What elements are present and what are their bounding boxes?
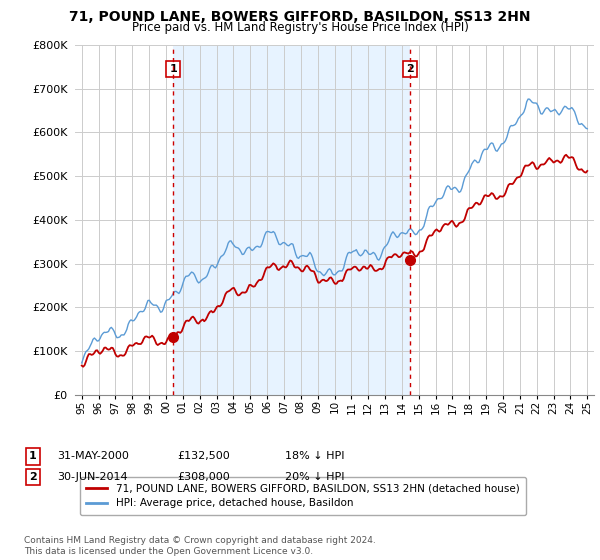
Text: 1: 1 [29, 451, 37, 461]
Text: 30-JUN-2014: 30-JUN-2014 [57, 472, 128, 482]
Bar [173, 45, 410, 395]
Text: Contains HM Land Registry data © Crown copyright and database right 2024.
This d: Contains HM Land Registry data © Crown c… [24, 536, 376, 556]
Text: £308,000: £308,000 [177, 472, 230, 482]
Text: 2: 2 [29, 472, 37, 482]
Legend: 71, POUND LANE, BOWERS GIFFORD, BASILDON, SS13 2HN (detached house), HPI: Averag: 71, POUND LANE, BOWERS GIFFORD, BASILDON… [80, 477, 526, 515]
Text: 1: 1 [169, 64, 177, 74]
Text: 18% ↓ HPI: 18% ↓ HPI [285, 451, 344, 461]
Text: 2: 2 [406, 64, 414, 74]
Text: 20% ↓ HPI: 20% ↓ HPI [285, 472, 344, 482]
Text: 71, POUND LANE, BOWERS GIFFORD, BASILDON, SS13 2HN: 71, POUND LANE, BOWERS GIFFORD, BASILDON… [69, 10, 531, 24]
Text: Price paid vs. HM Land Registry's House Price Index (HPI): Price paid vs. HM Land Registry's House … [131, 21, 469, 34]
Text: £132,500: £132,500 [177, 451, 230, 461]
Text: 31-MAY-2000: 31-MAY-2000 [57, 451, 129, 461]
